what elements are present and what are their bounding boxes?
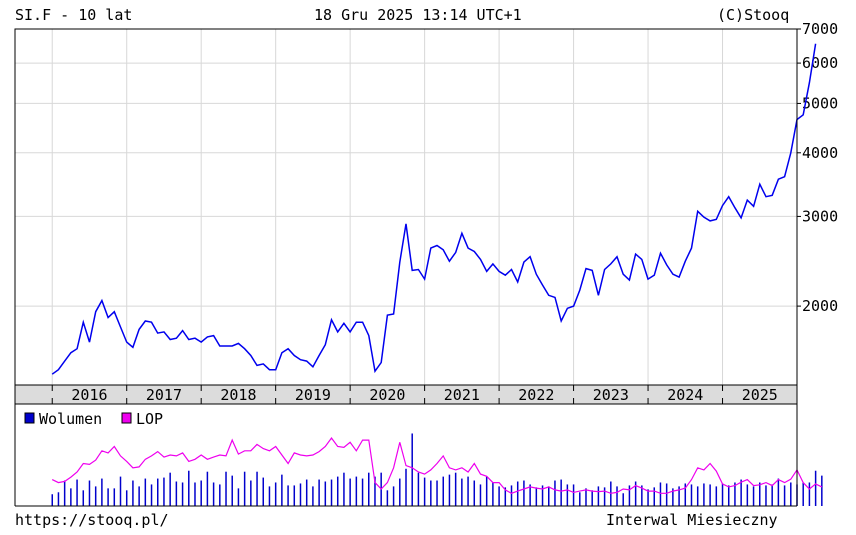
lop-series-line: [51, 436, 823, 494]
y-tick-label: 5000: [802, 94, 838, 112]
chart-timestamp: 18 Gru 2025 13:14 UTC+1: [314, 6, 522, 24]
x-tick-label: 2016: [71, 386, 107, 404]
x-tick-label: 2022: [518, 386, 554, 404]
y-tick-label: 2000: [802, 297, 838, 315]
x-tick-label: 2025: [742, 386, 778, 404]
y-tick-label: 7000: [802, 20, 838, 38]
legend-label: LOP: [136, 410, 163, 428]
chart-title: SI.F - 10 lat: [15, 6, 133, 24]
y-tick-label: 4000: [802, 144, 838, 162]
legend-label: Wolumen: [39, 410, 102, 428]
copyright-label: (C)Stooq: [717, 6, 790, 24]
interval-label: Interwal Miesieczny: [606, 511, 778, 529]
legend-swatch: [24, 412, 35, 424]
source-url: https://stooq.pl/: [15, 511, 169, 529]
x-tick-label: 2019: [295, 386, 331, 404]
x-tick-label: 2023: [593, 386, 629, 404]
x-tick-label: 2020: [369, 386, 405, 404]
price-series-line: [51, 43, 817, 375]
legend-swatch: [121, 412, 132, 424]
x-tick-label: 2024: [667, 386, 703, 404]
x-tick-label: 2018: [220, 386, 256, 404]
x-tick-label: 2021: [444, 386, 480, 404]
price-panel-frame: [14, 28, 798, 386]
y-tick-label: 3000: [802, 207, 838, 225]
x-tick-label: 2017: [146, 386, 182, 404]
y-tick-label: 6000: [802, 54, 838, 72]
